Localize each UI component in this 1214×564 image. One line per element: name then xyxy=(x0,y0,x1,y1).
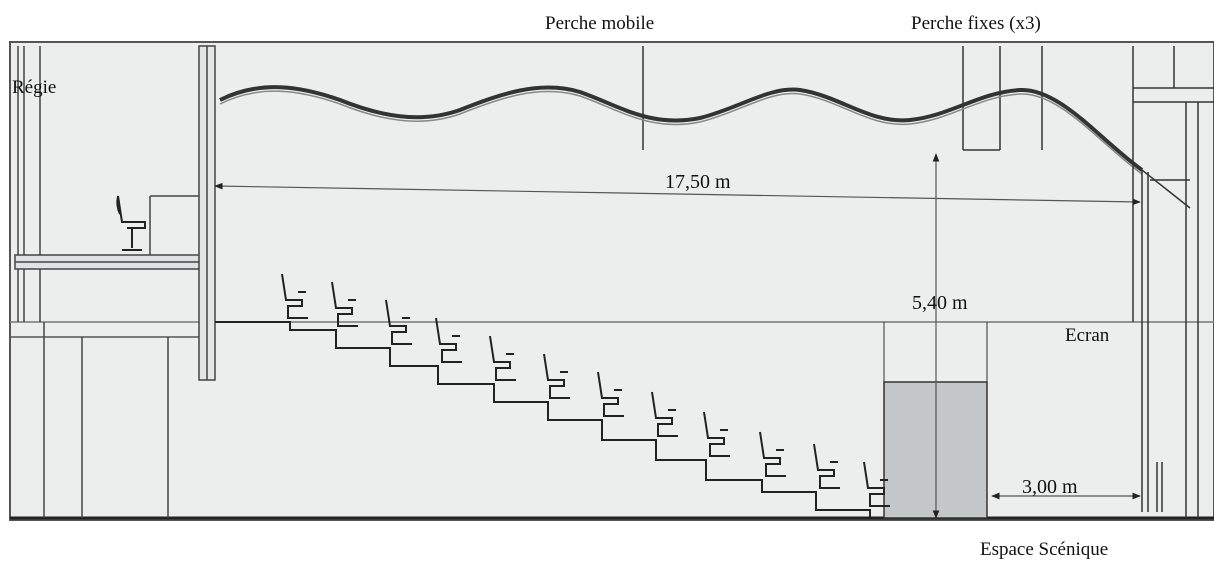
hall-length-label: 17,50 m xyxy=(665,171,731,193)
mobile-bar-label: Perche mobile xyxy=(545,13,654,34)
control-room-structure xyxy=(14,45,216,518)
seat xyxy=(863,461,890,507)
seat xyxy=(759,431,786,477)
seat xyxy=(489,335,516,381)
stage-space-label: Espace Scénique xyxy=(980,539,1108,560)
seat xyxy=(385,299,412,345)
seat xyxy=(543,353,570,399)
height-label: 5,40 m xyxy=(912,292,968,314)
seat xyxy=(813,443,840,489)
stage-depth-label: 3,00 m xyxy=(1022,476,1078,498)
seat xyxy=(435,317,462,363)
acoustic-ceiling-wave xyxy=(219,85,1144,172)
seat xyxy=(281,273,308,319)
seat xyxy=(331,281,358,327)
hall-length-arrow xyxy=(214,182,1141,206)
control-room-label: Régie xyxy=(12,77,56,98)
hall-section xyxy=(9,41,1214,521)
stepped-seating xyxy=(215,273,890,518)
seat xyxy=(597,371,624,417)
control-room-chair xyxy=(116,195,146,251)
acoustic-ceiling-wave-inner xyxy=(219,90,1143,175)
seat xyxy=(703,411,730,457)
seat xyxy=(651,391,678,437)
fixed-bars-label: Perche fixes (x3) xyxy=(911,13,1041,34)
screen-label: Ecran xyxy=(1065,325,1110,346)
